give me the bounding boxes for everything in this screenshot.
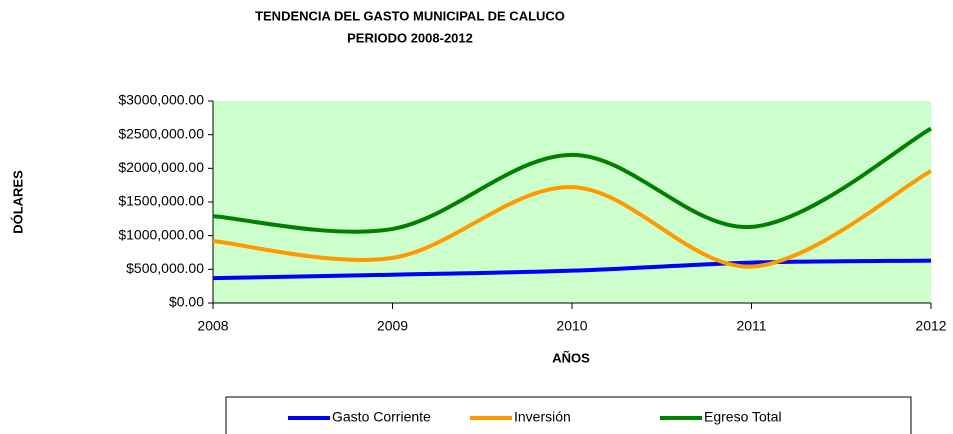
x-tick-label: 2012 <box>915 318 946 334</box>
x-tick-label: 2009 <box>377 318 408 334</box>
legend <box>225 396 912 434</box>
x-tick-label: 2011 <box>736 318 766 334</box>
chart-title: TENDENCIA DEL GASTO MUNICIPAL DE CALUCO <box>255 8 565 23</box>
x-tick-label: 2008 <box>197 318 228 334</box>
x-axis-label: AÑOS <box>552 350 590 365</box>
chart-subtitle: PERIODO 2008-2012 <box>347 30 473 45</box>
legend-label: Egreso Total <box>704 409 782 425</box>
legend-label: Gasto Corriente <box>332 409 431 425</box>
y-tick-label: $0.00 <box>169 294 204 310</box>
y-tick-label: $2500,000.00 <box>118 125 204 141</box>
x-tick-label: 2010 <box>556 318 587 334</box>
y-tick-label: $1000,000.00 <box>118 226 204 242</box>
y-tick-label: $1500,000.00 <box>118 193 204 209</box>
line <box>212 169 932 269</box>
y-tick-label: $2000,000.00 <box>118 159 204 175</box>
line <box>212 258 932 281</box>
y-tick-label: $3000,000.00 <box>118 92 204 108</box>
y-tick-label: $500,000.00 <box>126 260 204 276</box>
y-axis-label: DÓLARES <box>10 170 25 234</box>
legend-label: Inversión <box>514 409 571 425</box>
line <box>212 126 932 234</box>
